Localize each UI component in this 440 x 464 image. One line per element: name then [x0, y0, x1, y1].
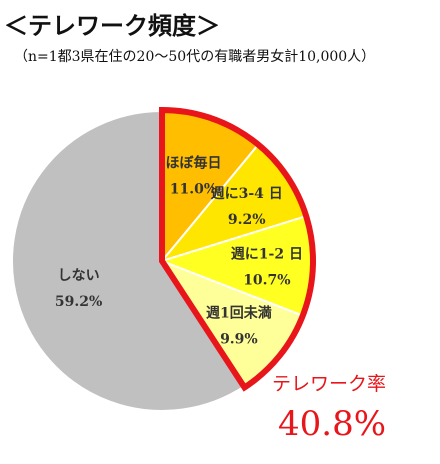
telework-rate-label: テレワーク率 [272, 373, 387, 395]
telework-highlight-outline [159, 106, 316, 392]
slice-category-label: しない [58, 268, 100, 284]
slice-value-label: 11.0% [170, 182, 217, 198]
slice-category-label: 週に3-4 日 [211, 186, 283, 202]
slice-value-label: 9.2% [228, 212, 266, 228]
chart-title: ＜テレワーク頻度＞ [4, 11, 220, 40]
slice-category-label: ほぼ毎日 [166, 155, 222, 172]
slice-category-label: 週に1-2 日 [231, 247, 303, 263]
slice-category-label: 週1回未満 [206, 304, 272, 321]
pie-slice [11, 109, 246, 412]
telework-rate-value: 40.8% [278, 404, 387, 444]
slice-value-label: 9.9% [220, 331, 258, 347]
chart-subtitle: （n=1都3県在住の20～50代の有職者男女計10,000人） [14, 49, 376, 65]
slice-value-label: 59.2% [55, 294, 102, 310]
slice-value-label: 10.7% [243, 273, 290, 289]
